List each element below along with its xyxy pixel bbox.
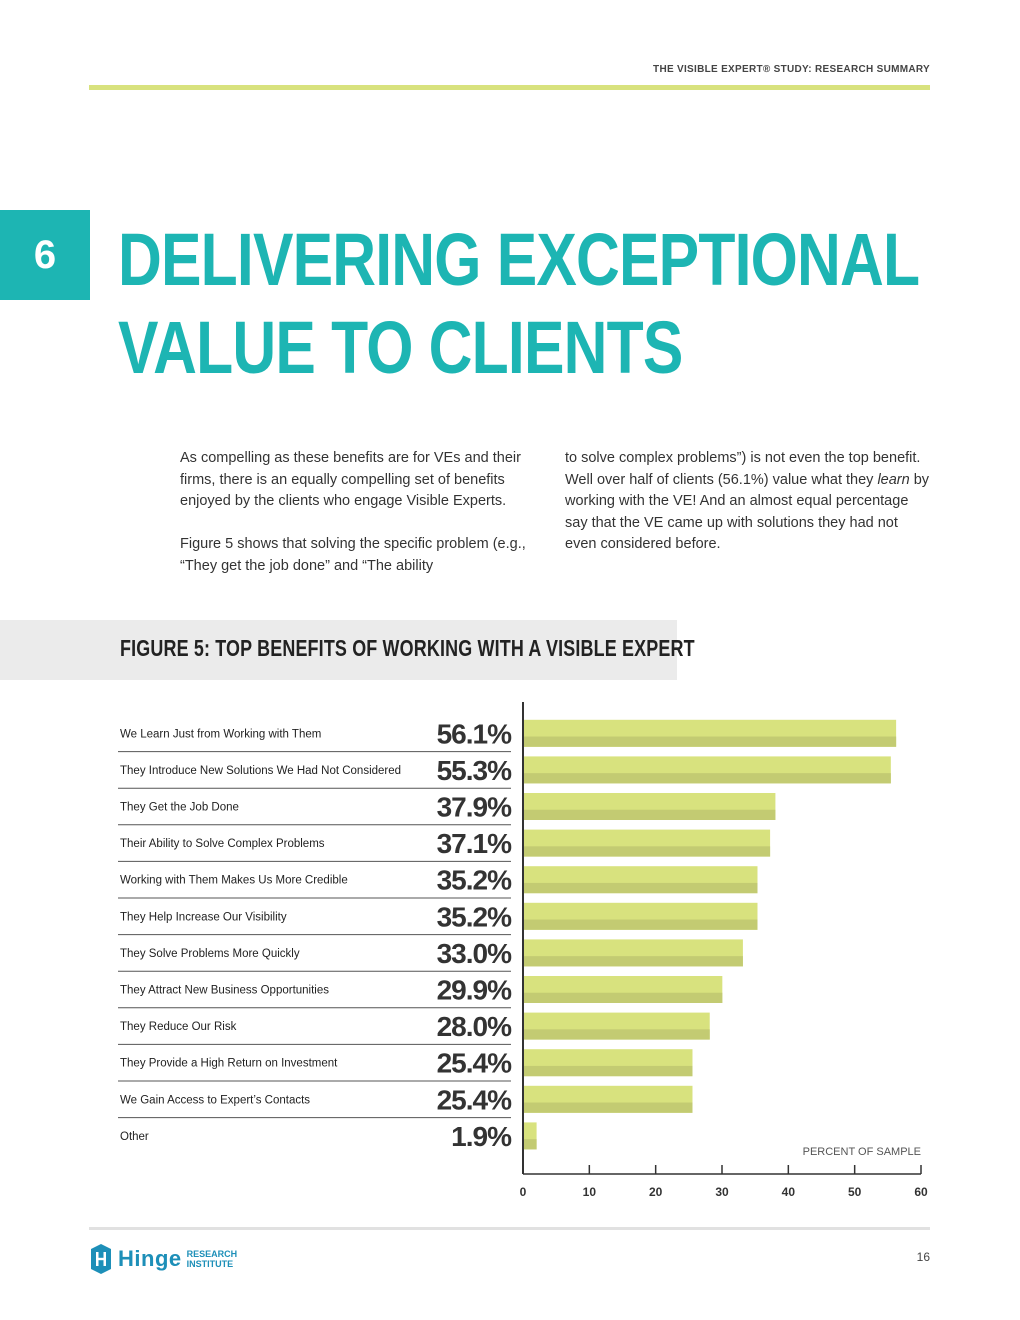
footer-rule	[89, 1227, 930, 1230]
figure-title-band	[0, 620, 677, 680]
bar-label: They Get the Job Done	[120, 802, 239, 814]
x-tick-label: 50	[848, 1185, 862, 1199]
x-tick-label: 0	[520, 1185, 527, 1199]
body-column-left: As compelling as these benefits are for …	[180, 448, 548, 599]
section-number-badge: 6	[0, 210, 90, 300]
x-tick-label: 30	[715, 1185, 729, 1199]
bar-value-label: 33.0%	[437, 938, 512, 969]
logo-subtitle-line-1: RESEARCH	[186, 1249, 238, 1259]
bar-label: They Help Increase Our Visibility	[120, 911, 287, 923]
section-title-line-1: DELIVERING EXCEPTIONAL	[118, 218, 920, 301]
bar-shadow	[524, 992, 723, 1003]
bar-shadow	[524, 1102, 693, 1113]
bar-label: They Provide a High Return on Investment	[120, 1058, 338, 1070]
section-title-line-2: VALUE TO CLIENTS	[118, 306, 683, 389]
bar-value-label: 1.9%	[451, 1121, 512, 1152]
x-tick-label: 40	[782, 1185, 796, 1199]
body-paragraph-1: As compelling as these benefits are for …	[180, 450, 521, 510]
bar-label: Their Ability to Solve Complex Problems	[120, 838, 325, 850]
bar-shadow	[524, 919, 758, 930]
bar-shadow	[524, 882, 758, 894]
bar-value-label: 37.1%	[437, 828, 512, 859]
bar-value-label: 35.2%	[437, 865, 512, 896]
bar-value-label: 25.4%	[437, 1048, 512, 1079]
body-paragraph-3-part-2: by working with the VE! And an almost eq…	[565, 471, 930, 553]
section-title: DELIVERING EXCEPTIONAL VALUE TO CLIENTS	[118, 216, 920, 392]
bar-value-label: 29.9%	[437, 975, 512, 1006]
bar-value-label: 37.9%	[437, 792, 512, 823]
x-tick-label: 10	[583, 1185, 597, 1199]
hinge-logo: Hinge RESEARCH INSTITUTE	[90, 1243, 237, 1275]
body-paragraph-3: to solve complex problems”) is not even …	[565, 448, 933, 556]
page-number: 16	[916, 1250, 930, 1264]
bar-value-label: 56.1%	[437, 718, 512, 749]
bar-label: Working with Them Makes Us More Credible	[120, 875, 348, 887]
logo-wordmark: Hinge	[118, 1246, 182, 1271]
body-paragraph-3-emphasis: learn	[877, 471, 910, 488]
body-paragraph-2: Figure 5 shows that solving the specific…	[180, 536, 526, 574]
logo-subtitle-line-2: INSTITUTE	[186, 1259, 234, 1269]
bar-value-label: 25.4%	[437, 1084, 512, 1115]
figure-title: FIGURE 5: TOP BENEFITS OF WORKING WITH A…	[120, 635, 695, 661]
x-axis-title: PERCENT OF SAMPLE	[803, 1146, 921, 1158]
bar-shadow	[524, 956, 743, 967]
bar-label: Other	[120, 1131, 149, 1143]
logo-subtitle: RESEARCH INSTITUTE	[187, 1249, 238, 1269]
x-tick-label: 60	[914, 1185, 928, 1199]
bar-shadow	[524, 773, 891, 784]
bar-shadow	[524, 809, 776, 820]
bar-shadow	[524, 1139, 537, 1150]
bar-value-label: 55.3%	[437, 755, 512, 786]
x-tick-label: 20	[649, 1185, 663, 1199]
body-column-right: to solve complex problems”) is not even …	[565, 448, 933, 578]
header-rule	[89, 85, 930, 90]
hinge-logo-icon	[91, 1244, 111, 1274]
bar-label: They Reduce Our Risk	[120, 1021, 237, 1033]
running-header: THE VISIBLE EXPERT® STUDY: RESEARCH SUMM…	[653, 64, 930, 75]
bar-label: We Learn Just from Working with Them	[120, 728, 321, 740]
bar-label: They Introduce New Solutions We Had Not …	[120, 765, 401, 777]
bar-value-label: 35.2%	[437, 901, 512, 932]
bar-shadow	[524, 736, 897, 747]
bar-label: We Gain Access to Expert’s Contacts	[120, 1094, 310, 1106]
body-paragraph-3-part-1: to solve complex problems”) is not even …	[565, 450, 921, 488]
bar-value-label: 28.0%	[437, 1011, 512, 1042]
bar-shadow	[524, 1029, 710, 1040]
bar-label: They Attract New Business Opportunities	[120, 985, 329, 997]
bar-shadow	[524, 846, 771, 857]
bar-label: They Solve Problems More Quickly	[120, 948, 300, 960]
benefits-bar-chart: We Learn Just from Working with Them 56.1…	[118, 702, 928, 1199]
bar-shadow	[524, 1065, 693, 1077]
